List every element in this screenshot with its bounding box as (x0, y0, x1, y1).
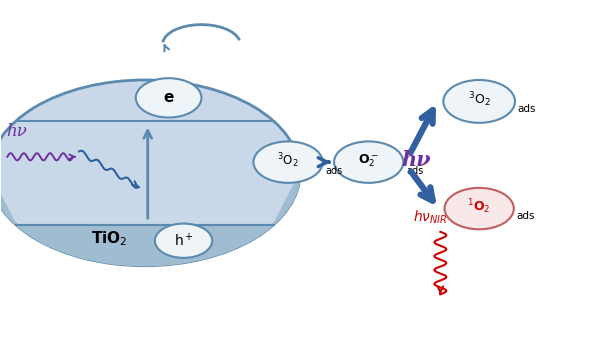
Text: h$^+$: h$^+$ (173, 232, 193, 249)
Text: hν: hν (401, 150, 431, 170)
Text: ads: ads (517, 104, 536, 114)
Text: ads: ads (326, 166, 343, 176)
Circle shape (136, 78, 202, 117)
Circle shape (334, 141, 403, 183)
Text: $^3$O$_2$: $^3$O$_2$ (277, 151, 299, 170)
Text: $^1$O$_2$: $^1$O$_2$ (467, 198, 491, 216)
Text: e: e (163, 90, 174, 105)
Circle shape (155, 224, 212, 258)
Circle shape (0, 80, 300, 266)
Polygon shape (0, 173, 300, 266)
Text: ads: ads (406, 166, 424, 176)
Circle shape (253, 141, 323, 183)
Text: hν: hν (6, 123, 27, 140)
Text: ads: ads (516, 211, 535, 221)
Circle shape (443, 80, 515, 123)
Text: TiO$_2$: TiO$_2$ (91, 230, 127, 248)
Circle shape (445, 188, 514, 229)
Text: $^3$O$_2$: $^3$O$_2$ (468, 91, 490, 109)
Text: h$\nu_\mathregular{NIR}$: h$\nu_\mathregular{NIR}$ (413, 209, 448, 226)
Text: O$_2^-$: O$_2^-$ (358, 153, 379, 169)
